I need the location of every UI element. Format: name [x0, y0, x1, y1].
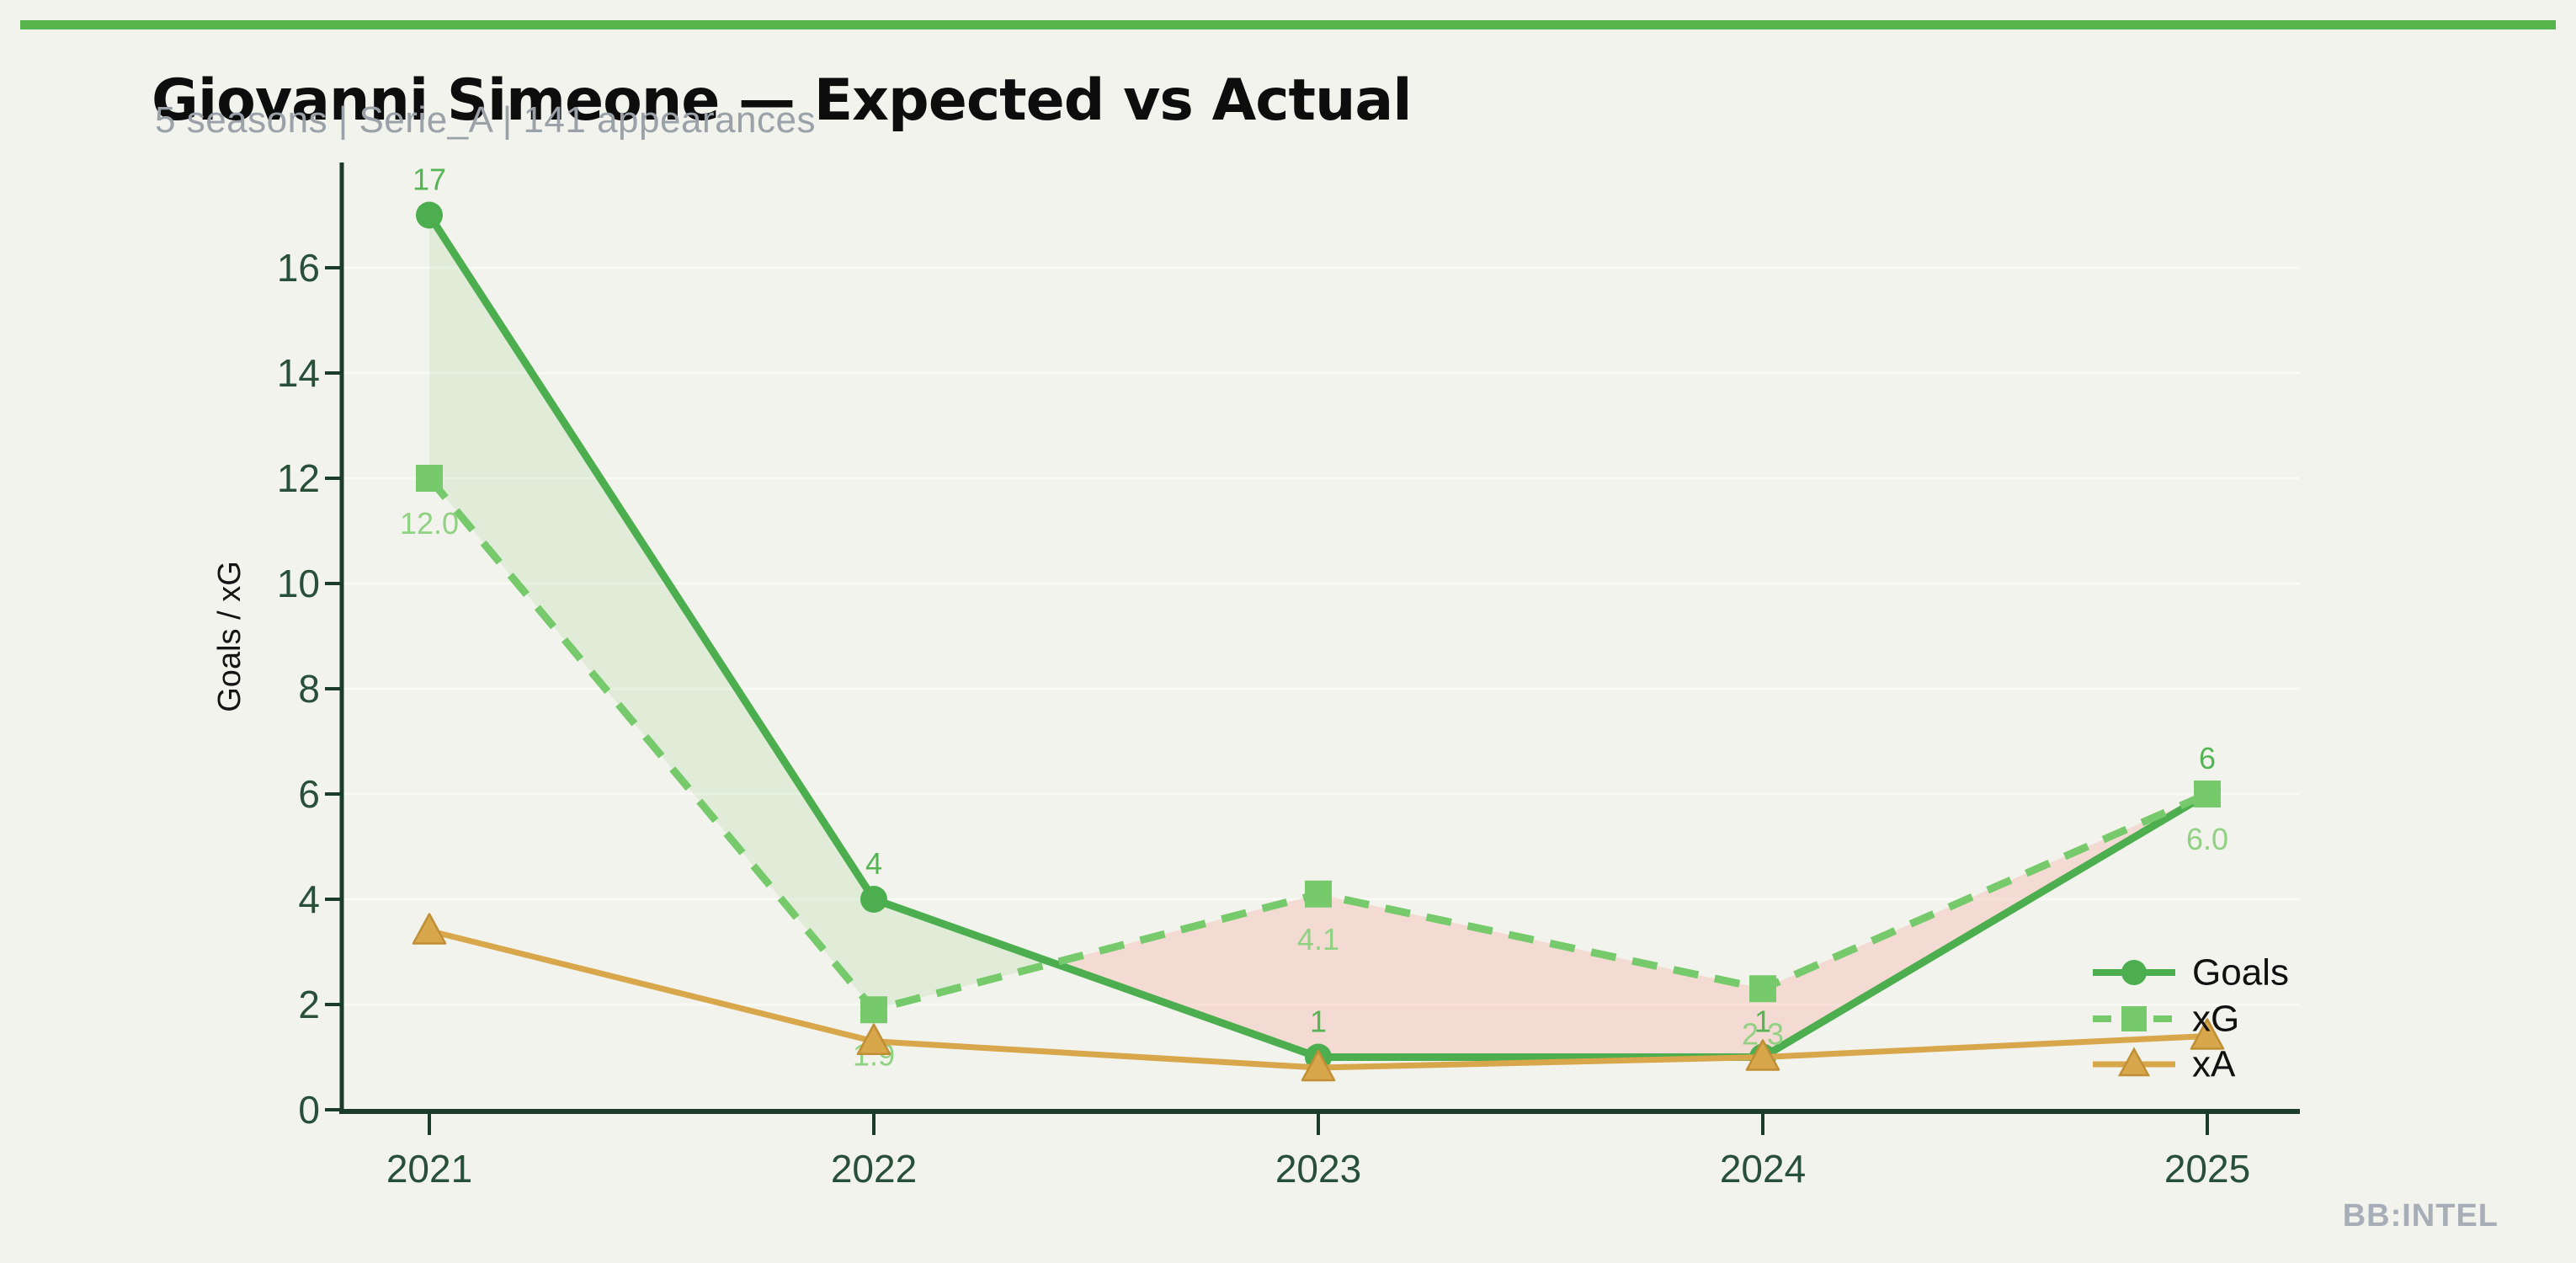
xg-point-label: 12.0 [400, 506, 459, 541]
xg-marker [2194, 781, 2221, 807]
y-tick-label: 4 [298, 877, 320, 921]
legend-circle-icon [2121, 960, 2147, 985]
xa-marker [1745, 1039, 1780, 1071]
xg-marker [1749, 975, 1776, 1003]
page-subtitle: 5 seasons | Serie_A | 141 appearances [155, 99, 816, 141]
xg-point-label: 4.1 [1297, 922, 1339, 957]
x-tick-label: 2024 [1720, 1147, 1806, 1191]
legend-square-icon [2121, 1006, 2147, 1031]
top-accent-bar [20, 20, 2556, 29]
fill-goals-over-xg [429, 215, 1054, 1010]
xa-marker [412, 913, 447, 945]
y-tick-label: 6 [298, 772, 320, 816]
y-axis-title: Goals / xG [212, 561, 247, 712]
xg-marker [416, 465, 443, 492]
watermark: BB:INTEL [2342, 1198, 2499, 1234]
x-tick-label: 2025 [2164, 1147, 2250, 1191]
goals-point-label: 17 [412, 163, 446, 197]
y-tick-label: 0 [298, 1088, 320, 1132]
legend-label: Goals [2192, 952, 2289, 994]
goals-marker [416, 201, 443, 229]
xa-series [412, 913, 2225, 1082]
y-tick-label: 16 [277, 246, 320, 290]
xg-series [416, 465, 2221, 1024]
y-tick-label: 14 [277, 351, 320, 395]
goals-point-label: 1 [1754, 1005, 1771, 1039]
xg-marker [860, 996, 887, 1024]
xa-marker [856, 1023, 891, 1055]
goals-point-label: 6 [2199, 741, 2216, 775]
legend-item-xa: xA [2093, 1044, 2236, 1085]
fill-xg-over-goals [1053, 794, 2207, 1058]
xa-marker [2190, 1018, 2225, 1050]
y-tick-label: 10 [277, 562, 320, 605]
xg-point-label: 6.0 [2186, 822, 2228, 856]
xg-marker [1305, 880, 1332, 908]
y-gridlines [342, 266, 2300, 1006]
x-tick-label: 2021 [386, 1147, 472, 1191]
goals-marker [860, 886, 887, 913]
legend-label: xG [2192, 999, 2239, 1040]
legend-label: xA [2192, 1044, 2236, 1085]
legend-item-xg: xG [2093, 999, 2239, 1040]
goals-point-label: 1 [1310, 1005, 1327, 1039]
legend-triangle-icon [2117, 1047, 2151, 1077]
y-tick-label: 8 [298, 667, 320, 711]
y-tick-label: 12 [277, 456, 320, 500]
y-tick-label: 2 [298, 983, 320, 1026]
xa-marker [1301, 1049, 1336, 1082]
goals-point-label: 4 [865, 846, 882, 881]
x-tick-label: 2023 [1275, 1147, 1361, 1191]
x-axis-ticks: 2021 2022 2023 2024 2025 [386, 1111, 2250, 1191]
y-axis-ticks: 0 2 4 6 8 10 12 14 16 [277, 246, 342, 1132]
page-title: Giovanni Simeone — Expected vs Actual [152, 67, 1413, 134]
x-tick-label: 2022 [831, 1147, 917, 1191]
legend-item-goals: Goals [2093, 952, 2289, 994]
